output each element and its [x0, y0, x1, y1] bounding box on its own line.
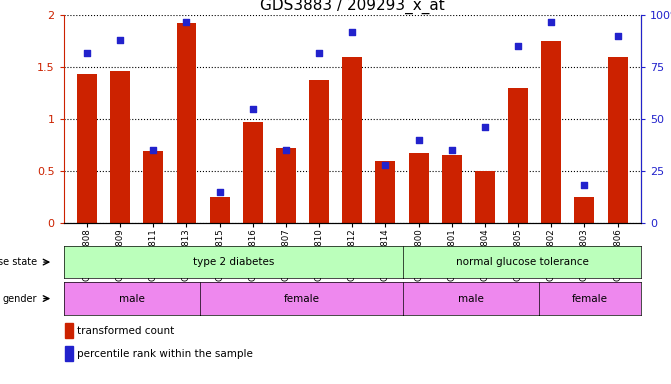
- Point: [612, 33, 623, 39]
- Bar: [309, 79, 329, 223]
- Bar: [209, 197, 229, 223]
- Text: normal glucose tolerance: normal glucose tolerance: [456, 257, 588, 267]
- Point: [380, 162, 391, 168]
- Bar: [66, 346, 73, 361]
- Point: [480, 124, 491, 131]
- Bar: [276, 148, 296, 223]
- Text: percentile rank within the sample: percentile rank within the sample: [77, 349, 253, 359]
- Point: [546, 18, 557, 25]
- Point: [446, 147, 457, 153]
- Point: [280, 147, 291, 153]
- Bar: [144, 151, 163, 223]
- Point: [82, 50, 93, 56]
- Bar: [342, 57, 362, 223]
- Bar: [243, 122, 263, 223]
- Bar: [110, 71, 130, 223]
- Point: [314, 50, 325, 56]
- Point: [347, 29, 358, 35]
- Bar: [77, 74, 97, 223]
- Point: [413, 137, 424, 143]
- Point: [115, 37, 125, 43]
- Text: male: male: [119, 293, 144, 304]
- Bar: [66, 323, 73, 338]
- Bar: [475, 171, 495, 223]
- Bar: [508, 88, 528, 223]
- Point: [148, 147, 158, 153]
- Bar: [376, 161, 395, 223]
- Bar: [442, 156, 462, 223]
- Point: [181, 18, 192, 25]
- Bar: [608, 57, 627, 223]
- Point: [513, 43, 523, 50]
- Text: disease state: disease state: [0, 257, 38, 267]
- Bar: [176, 23, 197, 223]
- Bar: [574, 197, 595, 223]
- Text: transformed count: transformed count: [77, 326, 174, 336]
- Title: GDS3883 / 209293_x_at: GDS3883 / 209293_x_at: [260, 0, 445, 14]
- Text: male: male: [458, 293, 484, 304]
- Bar: [409, 153, 429, 223]
- Point: [579, 182, 590, 189]
- Bar: [541, 41, 561, 223]
- Text: female: female: [572, 293, 608, 304]
- Point: [248, 106, 258, 112]
- Text: gender: gender: [3, 293, 38, 304]
- Text: female: female: [283, 293, 319, 304]
- Text: type 2 diabetes: type 2 diabetes: [193, 257, 274, 267]
- Point: [214, 189, 225, 195]
